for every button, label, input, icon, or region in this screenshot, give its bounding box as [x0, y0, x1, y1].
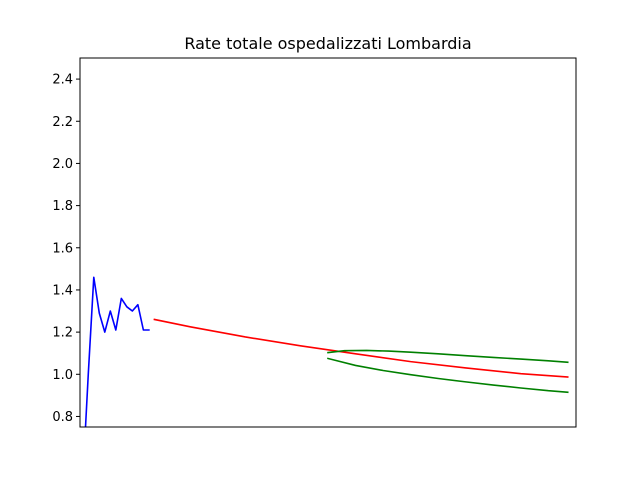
- series-line-1: [84, 276, 150, 427]
- y-tick-label: 1.0: [52, 368, 73, 383]
- y-tick-label: 2.0: [52, 157, 73, 172]
- series-group: [84, 276, 569, 427]
- y-tick-label: 1.4: [52, 283, 73, 298]
- series-line-4: [327, 357, 569, 394]
- y-tick-label: 1.8: [52, 199, 73, 214]
- y-tick-label: 2.2: [52, 115, 73, 130]
- chart-title: Rate totale ospedalizzati Lombardia: [184, 34, 471, 53]
- axes-frame: [79, 57, 577, 428]
- y-tick-label: 1.6: [52, 241, 73, 256]
- series-line-2: [153, 318, 569, 378]
- y-tick-label: 2.4: [52, 73, 73, 88]
- series-line-3: [327, 349, 569, 364]
- y-tick-label: 1.2: [52, 326, 73, 341]
- plot-area: 0.8 1.0 1.2 1.4 1.6 1.8 2.0 2.2 2.4: [52, 57, 577, 428]
- y-tick-label: 0.8: [52, 410, 73, 425]
